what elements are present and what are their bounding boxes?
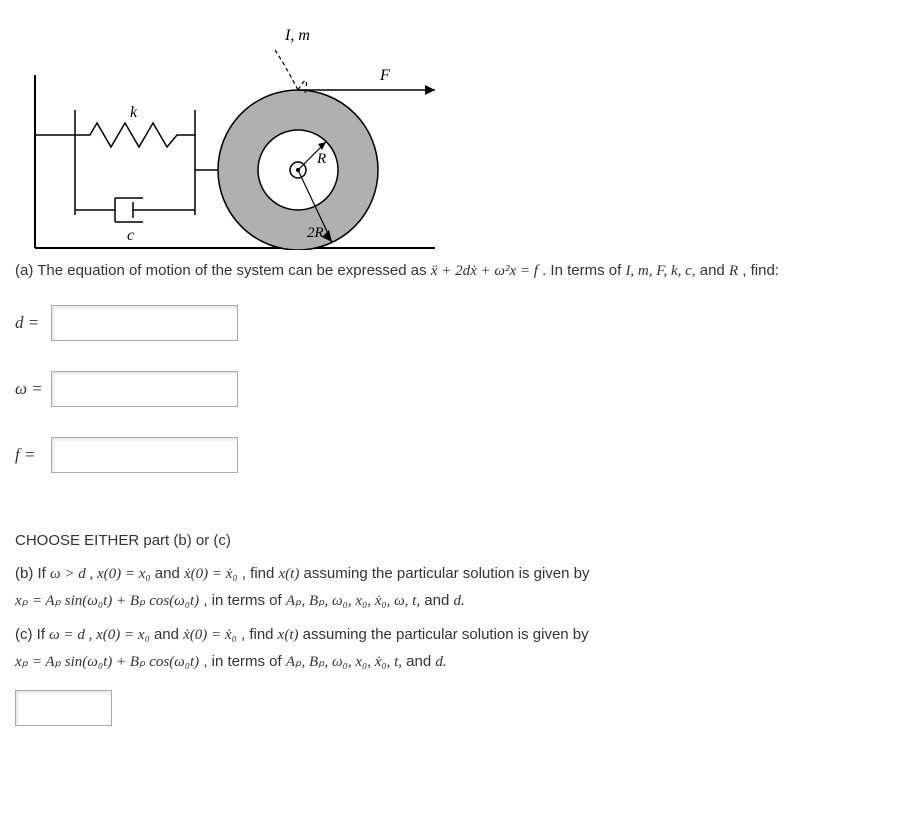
b-assume: assuming the particular solution is give… (304, 565, 590, 582)
b-lastvar: d. (453, 593, 464, 609)
c-prefix: (c) If (15, 626, 49, 643)
label-c: c (127, 227, 134, 244)
w-input-row: ω = (15, 371, 901, 407)
c-interms: , in terms of (203, 653, 286, 670)
c-assume: assuming the particular solution is give… (303, 626, 589, 643)
b-cond: ω > d , x(0) = x₀ (50, 566, 151, 582)
f-input[interactable] (51, 437, 238, 473)
f-label: f = (15, 445, 43, 465)
c-mid: , find (241, 626, 278, 643)
part-a-and: and (700, 262, 729, 279)
part-b-text: (b) If ω > d , x(0) = x₀ and ẋ(0) = ẋ₀ ,… (15, 561, 901, 614)
bc-input[interactable] (15, 690, 112, 726)
part-a-R: R (729, 263, 738, 279)
part-a-suffix: , find: (742, 262, 779, 279)
bc-input-row (15, 690, 901, 726)
c-vars: Aₚ, Bₚ, ω₀, x₀, ẋ₀, t, (286, 654, 402, 670)
part-a-text: (a) The equation of motion of the system… (15, 258, 901, 285)
b-xt: x(t) (279, 566, 300, 582)
diagram-svg: I, m F k c R 2R (15, 15, 435, 250)
c-xt: x(t) (278, 627, 299, 643)
c-and1: and (154, 626, 183, 643)
d-input-row: d = (15, 305, 901, 341)
b-and2: and (424, 592, 453, 609)
c-cond: ω = d , x(0) = x₀ (49, 627, 150, 643)
b-mid: , find (242, 565, 279, 582)
b-vars: Aₚ, Bₚ, ω₀, x₀, ẋ₀, ω, t, (286, 593, 420, 609)
w-input[interactable] (51, 371, 238, 407)
c-xp: xₚ = Aₚ sin(ω₀t) + Bₚ cos(ω₀t) (15, 654, 199, 670)
system-diagram: I, m F k c R 2R (15, 15, 435, 250)
c-cond2: ẋ(0) = ẋ₀ (183, 627, 237, 643)
f-input-row: f = (15, 437, 901, 473)
label-k: k (130, 104, 138, 121)
part-a-equation: ẍ + 2dẋ + ω²x = f (431, 263, 538, 279)
d-label: d = (15, 313, 43, 333)
c-and2: and (406, 653, 435, 670)
part-c-text: (c) If ω = d , x(0) = x₀ and ẋ(0) = ẋ₀ ,… (15, 622, 901, 675)
label-F: F (379, 67, 390, 84)
c-lastvar: d. (435, 654, 446, 670)
b-cond2: ẋ(0) = ẋ₀ (184, 566, 238, 582)
d-input[interactable] (51, 305, 238, 341)
b-and1: and (155, 565, 184, 582)
part-a-vars: I, m, F, k, c, (625, 263, 695, 279)
label-Im: I, m (284, 27, 310, 44)
choose-text: CHOOSE EITHER part (b) or (c) (15, 528, 901, 554)
b-interms: , in terms of (203, 592, 286, 609)
label-2R: 2R (307, 225, 324, 241)
part-a-prefix: (a) The equation of motion of the system… (15, 262, 431, 279)
b-xp: xₚ = Aₚ sin(ω₀t) + Bₚ cos(ω₀t) (15, 593, 199, 609)
b-prefix: (b) If (15, 565, 50, 582)
part-a-mid: . In terms of (542, 262, 625, 279)
w-label: ω = (15, 379, 43, 399)
label-R: R (316, 151, 326, 167)
